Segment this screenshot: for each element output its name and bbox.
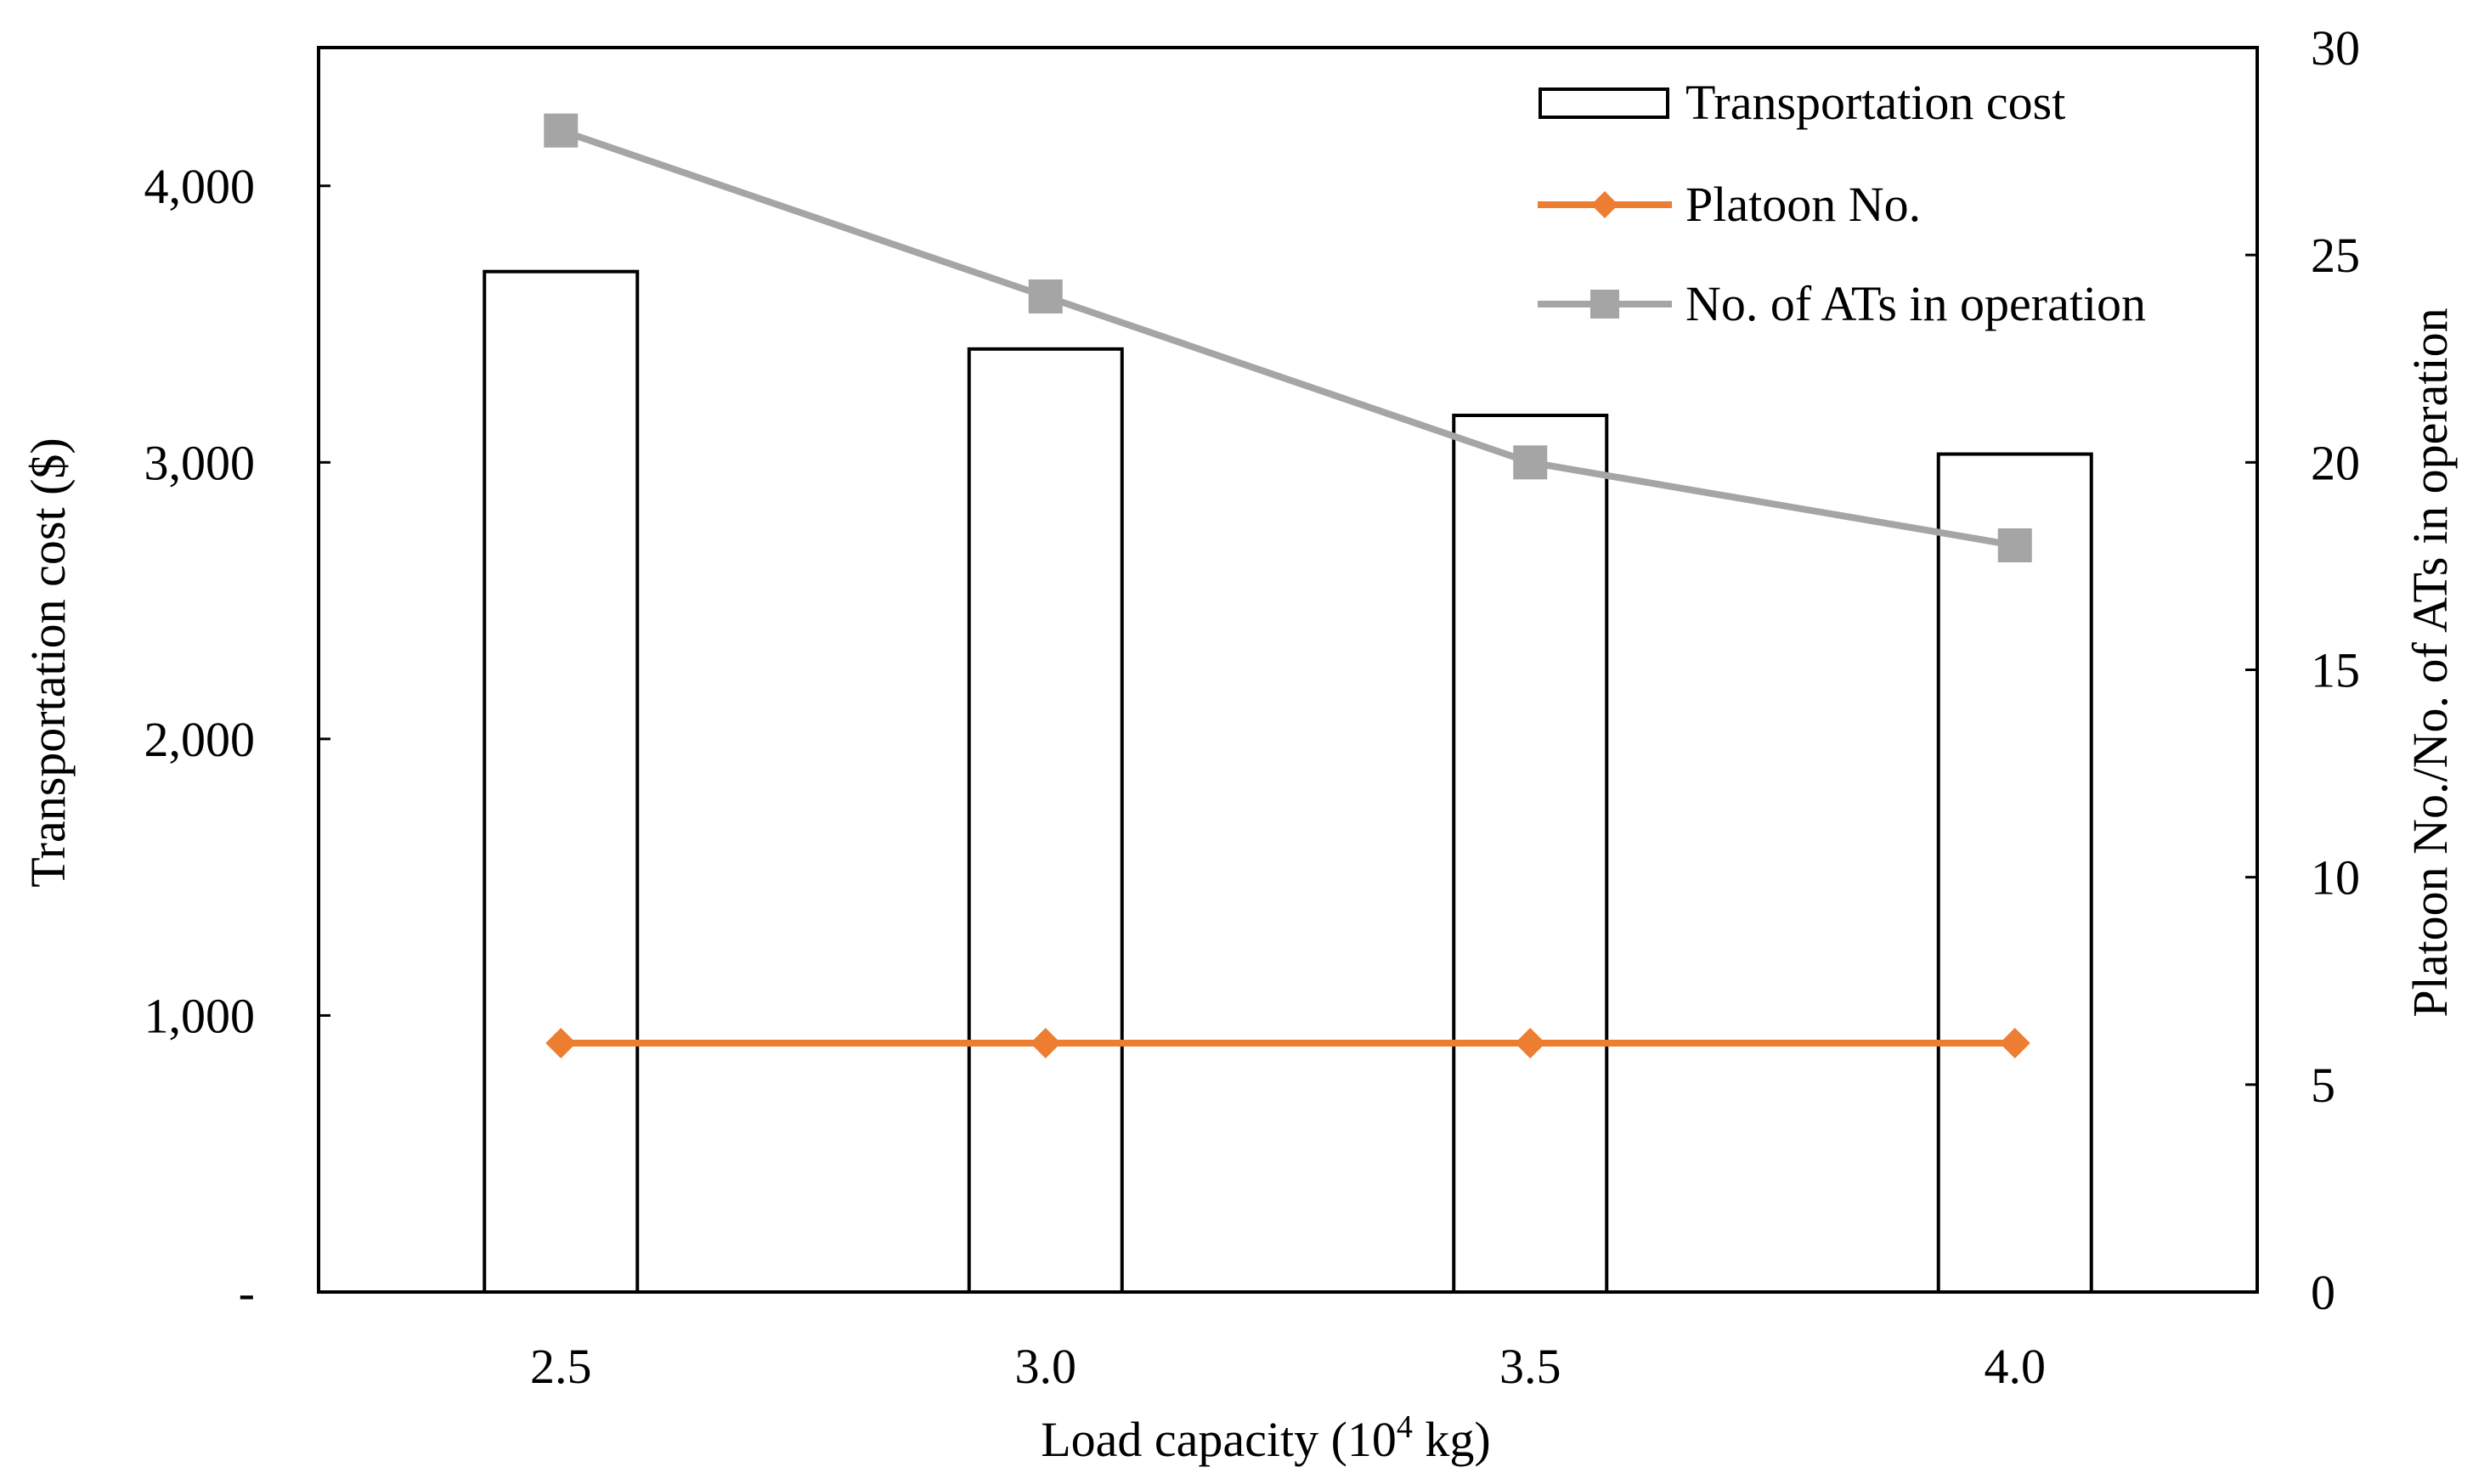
point-platoon-4.0: [1999, 1028, 2030, 1058]
legend-marker-ats-square: [1590, 290, 1619, 319]
x-tick-label: 3.0: [1015, 1339, 1077, 1394]
legend-label-transportation-cost: Transportation cost: [1685, 75, 2065, 130]
y-right-tick-label: 10: [2311, 850, 2360, 906]
point-platoon-3.0: [1030, 1028, 1061, 1058]
x-tick-label: 2.5: [530, 1339, 592, 1394]
bar-transportation-cost-4.0: [1936, 452, 2093, 1294]
x-tick-label: 3.5: [1499, 1339, 1561, 1394]
y-axis-right-title: Platoon No./No. of ATs in operation: [2402, 308, 2458, 1017]
point-ats-4.0: [1997, 528, 2032, 562]
legend-label-ats: No. of ATs in operation: [1685, 276, 2146, 331]
x-axis-title-superscript: 4: [1397, 1409, 1413, 1445]
bar-transportation-cost-3.5: [1452, 413, 1609, 1294]
point-platoon-2.5: [545, 1028, 577, 1058]
bar-transportation-cost-2.5: [483, 269, 640, 1295]
legend-label-platoon: Platoon No.: [1685, 177, 1921, 232]
y-axis-left-title: Transportation cost ($): [20, 437, 76, 887]
y-left-tick-label: -: [239, 1265, 255, 1320]
bar-transportation-cost-3.0: [967, 347, 1124, 1294]
line-ats: [559, 127, 2016, 549]
y-right-tick-label: 0: [2311, 1265, 2335, 1320]
y-left-tick-label: 4,000: [144, 159, 256, 214]
y-right-tick-label: 15: [2311, 643, 2360, 698]
legend-marker-platoon-diamond: [1591, 191, 1618, 218]
point-platoon-3.5: [1515, 1028, 1546, 1058]
y-right-tick-label: 25: [2311, 228, 2360, 283]
x-tick-label: 4.0: [1985, 1339, 2047, 1394]
legend-swatch-transportation-cost: [1539, 87, 1669, 119]
y-right-tick-label: 30: [2311, 20, 2360, 76]
point-ats-3.5: [1513, 445, 1548, 480]
y-left-tick-label: 2,000: [144, 712, 256, 767]
y-right-tick-label: 5: [2311, 1058, 2335, 1113]
legend: Transportation cost Platoon No. No. of A…: [1538, 75, 2146, 331]
point-ats-3.0: [1028, 279, 1063, 313]
y-left-tick-label: 3,000: [144, 435, 256, 490]
y-left-tick-label: 1,000: [144, 988, 256, 1043]
y-right-tick-label: 20: [2311, 435, 2360, 490]
x-axis-title: Load capacity (104 kg): [1041, 1409, 1491, 1467]
point-ats-2.5: [544, 113, 579, 148]
